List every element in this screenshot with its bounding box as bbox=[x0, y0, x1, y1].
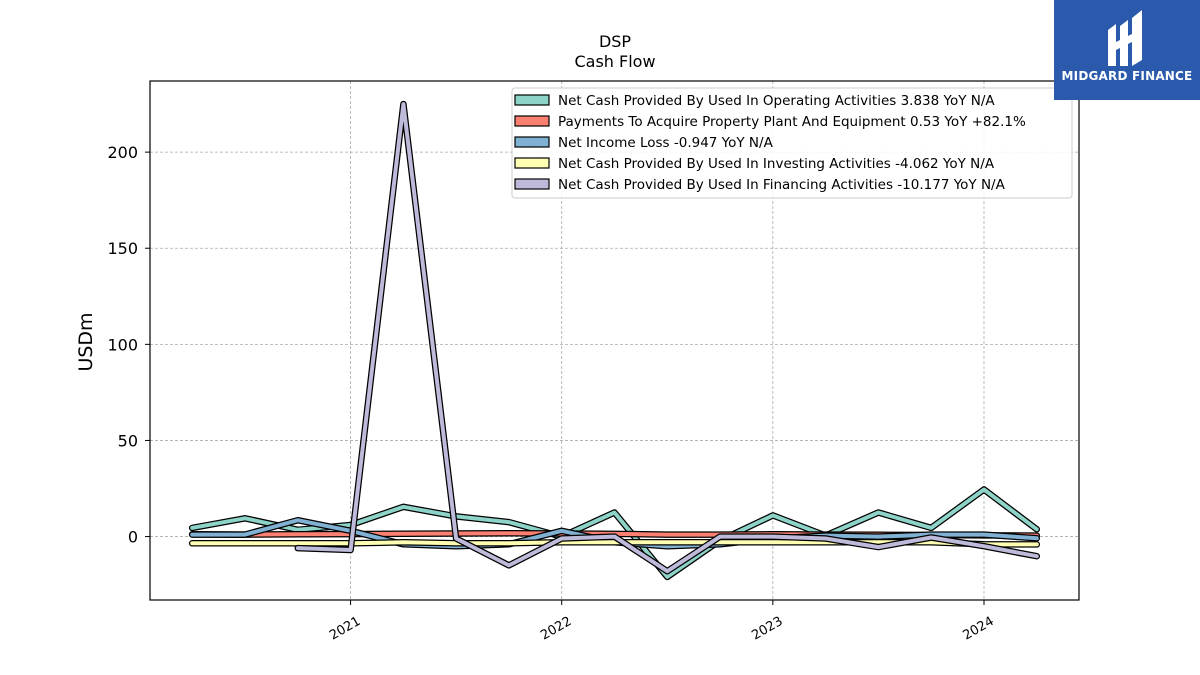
legend-swatch bbox=[514, 157, 550, 169]
midgard-finance-logo: MIDGARD FINANCE bbox=[1054, 0, 1200, 100]
legend-swatch bbox=[514, 115, 550, 127]
legend-swatch bbox=[514, 136, 550, 148]
plot-frame bbox=[149, 80, 1080, 601]
x-tick-label: 2022 bbox=[538, 614, 574, 644]
midgard-logo-icon bbox=[1108, 10, 1142, 66]
y-tick-label: 0 bbox=[128, 528, 138, 547]
legend-swatch bbox=[514, 94, 550, 106]
legend-label: Payments To Acquire Property Plant And E… bbox=[558, 114, 1026, 130]
series-line-5 bbox=[294, 100, 1041, 575]
legend: Net Cash Provided By Used In Operating A… bbox=[511, 87, 1073, 199]
y-tick-label: 50 bbox=[118, 431, 138, 450]
legend-label: Net Income Loss -0.947 YoY N/A bbox=[558, 135, 774, 151]
y-tick-label: 150 bbox=[107, 239, 138, 258]
legend-label: Net Cash Provided By Used In Financing A… bbox=[558, 177, 1006, 193]
y-axis-label: USDm bbox=[75, 312, 97, 371]
axis-ticks: 0 50 100 150 200 2021 2022 2023 2024 bbox=[107, 143, 996, 643]
x-tick-label: 2024 bbox=[960, 614, 996, 644]
x-tick-label: 2023 bbox=[749, 614, 785, 644]
y-tick-label: 100 bbox=[107, 335, 138, 354]
y-tick-label: 200 bbox=[107, 143, 138, 162]
legend-label: Net Cash Provided By Used In Operating A… bbox=[558, 93, 995, 109]
series-stroke bbox=[295, 102, 1039, 574]
chart-title: DSP bbox=[599, 32, 631, 51]
legend-swatch bbox=[514, 178, 550, 190]
series-lines bbox=[188, 100, 1041, 581]
legend-label: Net Cash Provided By Used In Investing A… bbox=[558, 156, 995, 172]
logo-text: MIDGARD FINANCE bbox=[1061, 69, 1193, 83]
legend-box bbox=[511, 87, 1073, 199]
chart-subtitle: Cash Flow bbox=[574, 52, 655, 71]
x-tick-label: 2021 bbox=[327, 614, 363, 644]
